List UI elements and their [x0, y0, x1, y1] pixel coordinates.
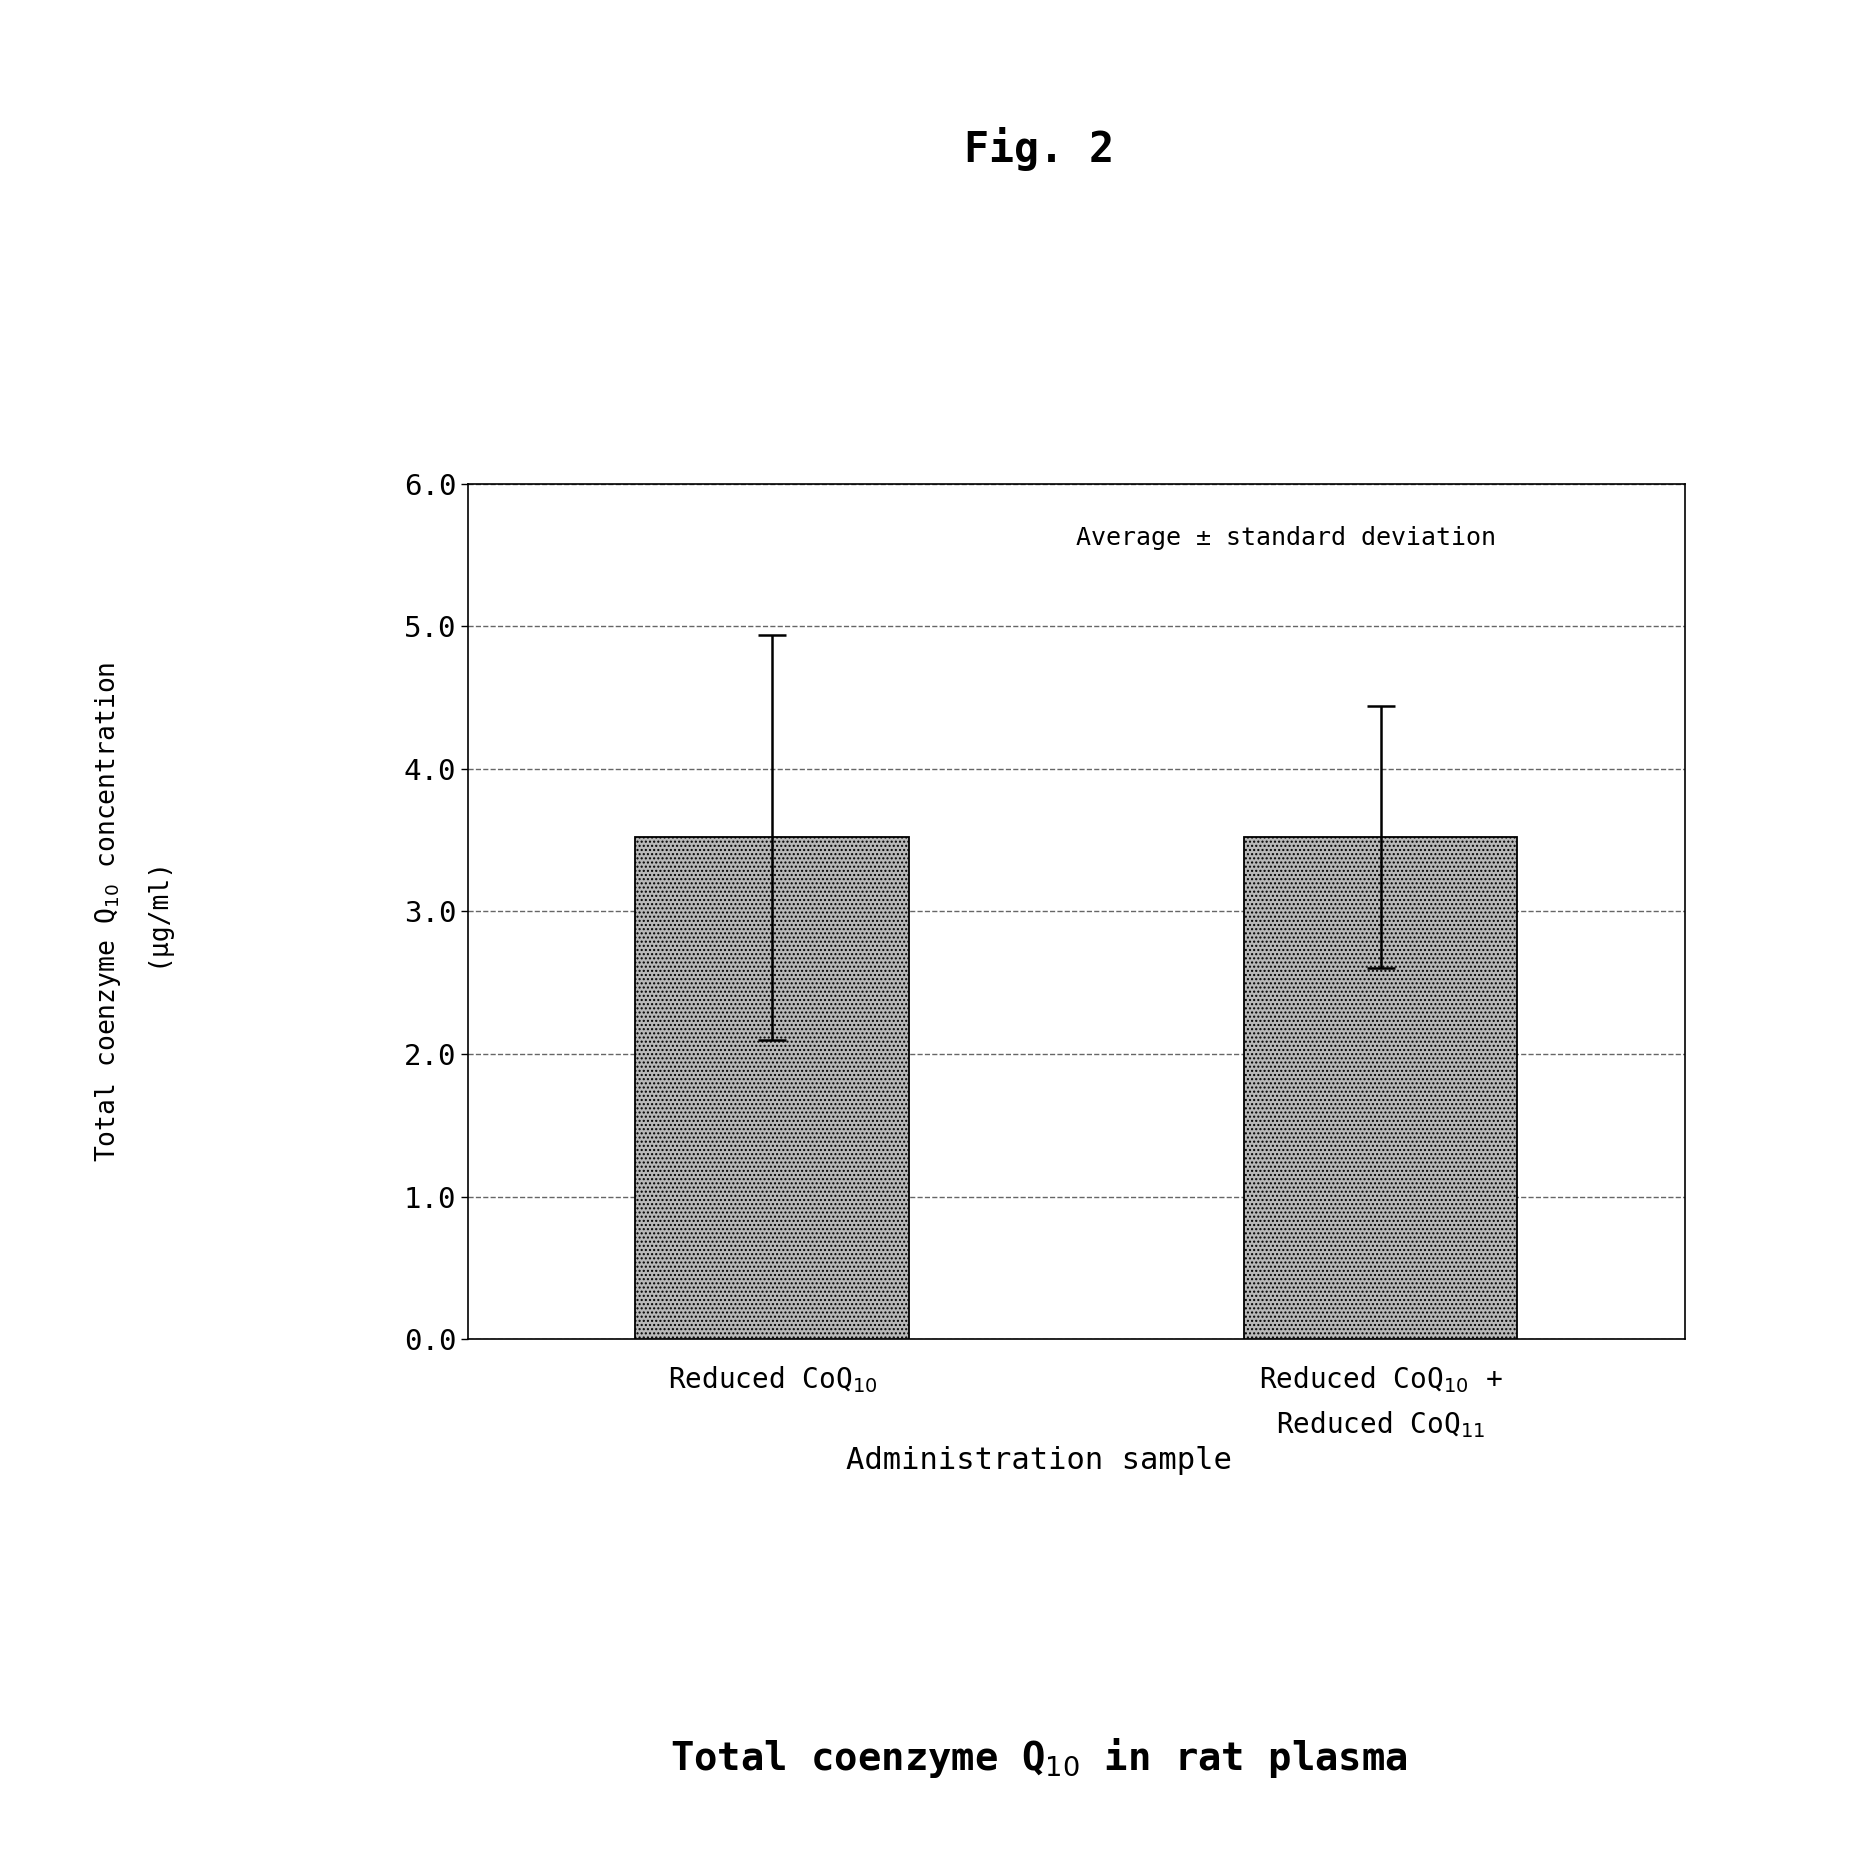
Text: Total coenzyme Q$_{10}$ in rat plasma: Total coenzyme Q$_{10}$ in rat plasma: [670, 1735, 1408, 1780]
Text: Total coenzyme Q$_{10}$ concentration
(μg/ml): Total coenzyme Q$_{10}$ concentration (μ…: [94, 660, 168, 1162]
Text: Fig. 2: Fig. 2: [964, 126, 1114, 171]
Bar: [1243, 837, 1518, 1339]
Text: Average ± standard deviation: Average ± standard deviation: [1076, 526, 1496, 551]
Text: Administration sample: Administration sample: [846, 1445, 1232, 1475]
Bar: [635, 837, 910, 1339]
